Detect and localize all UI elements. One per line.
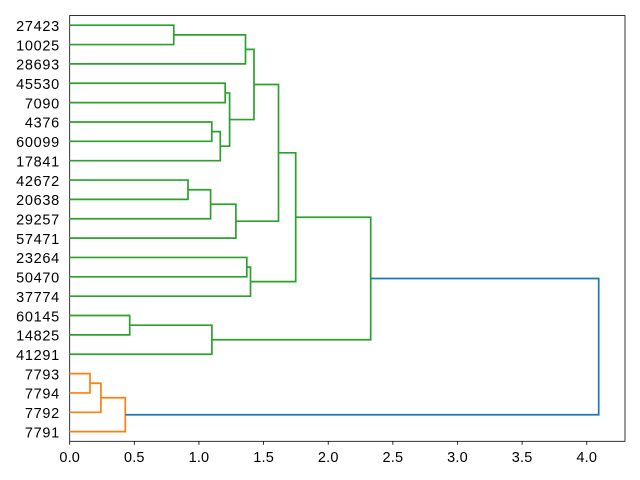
svg-text:4.0: 4.0 <box>576 450 597 466</box>
svg-text:7792: 7792 <box>25 406 60 422</box>
svg-text:14825: 14825 <box>16 329 60 345</box>
svg-text:17841: 17841 <box>16 154 60 170</box>
svg-text:2.0: 2.0 <box>318 450 339 466</box>
svg-text:7090: 7090 <box>25 96 60 112</box>
svg-text:57471: 57471 <box>16 232 60 248</box>
svg-text:29257: 29257 <box>16 213 60 229</box>
svg-text:1.5: 1.5 <box>253 450 274 466</box>
svg-text:27423: 27423 <box>16 19 60 35</box>
svg-text:1.0: 1.0 <box>189 450 210 466</box>
svg-text:60145: 60145 <box>16 309 60 325</box>
svg-text:28693: 28693 <box>16 58 60 74</box>
svg-text:41291: 41291 <box>16 348 60 364</box>
svg-text:0.5: 0.5 <box>124 450 145 466</box>
svg-text:2.5: 2.5 <box>382 450 403 466</box>
svg-text:37774: 37774 <box>16 290 60 306</box>
svg-text:60099: 60099 <box>16 135 60 151</box>
svg-text:10025: 10025 <box>16 38 60 54</box>
svg-text:42672: 42672 <box>16 174 60 190</box>
svg-text:3.0: 3.0 <box>447 450 468 466</box>
svg-text:45530: 45530 <box>16 77 60 93</box>
svg-text:50470: 50470 <box>16 271 60 287</box>
svg-text:3.5: 3.5 <box>512 450 533 466</box>
svg-text:0.0: 0.0 <box>59 450 80 466</box>
svg-text:4376: 4376 <box>25 116 60 132</box>
svg-text:7794: 7794 <box>25 387 60 403</box>
svg-text:20638: 20638 <box>16 193 60 209</box>
svg-text:23264: 23264 <box>16 251 60 267</box>
svg-text:7793: 7793 <box>25 367 60 383</box>
svg-text:7791: 7791 <box>25 425 60 441</box>
